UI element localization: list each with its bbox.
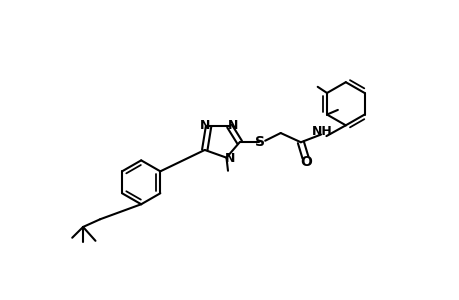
Text: N: N [227,119,238,132]
Text: N: N [200,119,210,132]
Text: S: S [254,135,264,149]
Text: NH: NH [311,125,331,138]
Text: O: O [300,155,312,169]
Text: N: N [224,152,235,165]
